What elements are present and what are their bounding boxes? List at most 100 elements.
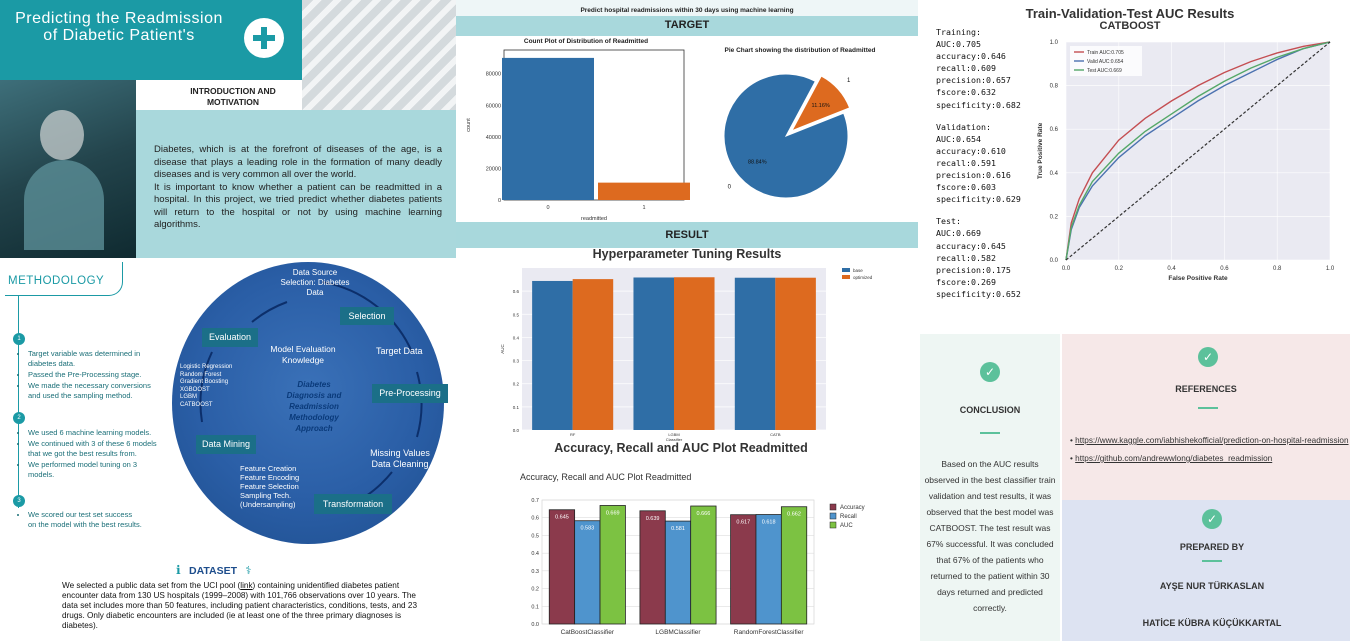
roc-title: Train-Validation-Test AUC Results bbox=[1025, 6, 1235, 21]
cycle-source: Data Source Selection: Diabetes Data bbox=[280, 268, 350, 297]
y-tick-label: 20000 bbox=[486, 166, 501, 172]
y-tick-label: 0.4 bbox=[513, 335, 520, 340]
legend-label: AUC bbox=[840, 523, 853, 529]
bar bbox=[548, 509, 576, 625]
y-tick-label: 0.4 bbox=[531, 551, 539, 557]
y-tick-label: 80000 bbox=[486, 72, 501, 78]
cycle-model-list: Logistic Regression Random Forest Gradient… bbox=[180, 364, 233, 408]
legend-swatch bbox=[842, 268, 850, 272]
x-tick-label: 1 bbox=[642, 205, 645, 211]
bar bbox=[780, 506, 808, 625]
pie-slice bbox=[723, 73, 849, 199]
data-label: 0.662 bbox=[787, 512, 801, 518]
x-axis-label: readmitted bbox=[581, 216, 607, 220]
list-item: Target variable was determined in diabet… bbox=[28, 349, 162, 369]
author-name: HATİCE KÜBRA KÜÇÜKKARTAL bbox=[1142, 618, 1282, 628]
y-tick-label: 0.1 bbox=[513, 405, 520, 410]
y-tick-label: 0.3 bbox=[513, 359, 520, 364]
acc-chart: 0.0 0.1 0.2 0.3 0.4 0.5 0.6 0.7 0.645 0.583 0.669 C… bbox=[531, 498, 864, 636]
legend-label: Valid AUC:0.654 bbox=[1087, 59, 1124, 65]
pie-chart: 88.84% 0 11.16% 1 bbox=[723, 73, 851, 199]
legend-swatch bbox=[829, 512, 837, 520]
title-banner: Predicting the Readmission of Diabetic P… bbox=[0, 0, 302, 80]
reference-link[interactable]: https://github.com/andrewwlong/diabetes_… bbox=[1075, 454, 1273, 463]
x-tick-label: 0 bbox=[546, 205, 549, 211]
roc-line bbox=[1065, 41, 1331, 261]
slice-value-label: 11.16% bbox=[812, 103, 830, 109]
legend-label: Recall bbox=[840, 514, 857, 520]
metrics-test: Test: AUC:0.669 accuracy:0.645 recall:0.582… bbox=[936, 216, 1021, 299]
roc-line bbox=[1065, 41, 1331, 261]
bar bbox=[532, 280, 573, 430]
bar bbox=[755, 514, 782, 625]
roc-line bbox=[1065, 41, 1331, 261]
cycle-evaluation: Evaluation bbox=[202, 328, 258, 347]
bar bbox=[690, 505, 717, 625]
y-axis-label: count bbox=[466, 118, 472, 132]
y-tick-label: 0.8 bbox=[1050, 84, 1059, 90]
cycle-data-mining: Data Mining bbox=[196, 435, 256, 454]
x-tick-label: CATB bbox=[770, 432, 781, 437]
data-label: 0.669 bbox=[606, 510, 620, 516]
conclusion-title: CONCLUSION bbox=[959, 405, 1021, 415]
legend-label: optimized bbox=[853, 275, 873, 280]
dataset-title: DATASET bbox=[189, 565, 238, 577]
y-axis-label: AUC bbox=[500, 344, 505, 354]
data-label: 0.583 bbox=[580, 526, 594, 532]
y-tick-label: 0.4 bbox=[1050, 171, 1059, 177]
stethoscope-icon: ⚕ bbox=[245, 565, 252, 577]
building-image bbox=[302, 0, 456, 110]
plus-icon bbox=[244, 18, 284, 58]
methodology-group-1: Target variable was determined in diabet… bbox=[12, 349, 162, 402]
check-icon: ✓ bbox=[980, 362, 1000, 382]
y-tick-label: 40000 bbox=[486, 135, 501, 141]
reference-link[interactable]: https://www.kaggle.com/iabhishekofficial… bbox=[1075, 436, 1349, 445]
target-section-bar: TARGET bbox=[456, 16, 918, 36]
pie-slice bbox=[790, 75, 851, 132]
prepared-divider bbox=[1202, 560, 1222, 562]
cycle-panel: Data Source Selection: Diabetes Data Sel… bbox=[162, 262, 456, 544]
conclusion-divider bbox=[980, 432, 1000, 434]
conclusion-text: Based on the AUC results observed in the… bbox=[924, 459, 1056, 613]
dataset-header: ℹ DATASET ⚕ bbox=[176, 561, 286, 577]
cycle-missing: Missing Values Data Cleaning bbox=[370, 448, 430, 469]
count-plot-title: Count Plot of Distribution of Readmitted bbox=[523, 38, 649, 45]
cycle-preprocessing: Pre-Processing bbox=[372, 384, 448, 403]
legend-label: Train AUC:0.705 bbox=[1087, 50, 1124, 56]
y-tick-label: 0.7 bbox=[531, 498, 539, 504]
target-section-title: TARGET bbox=[664, 19, 710, 31]
y-tick-label: 1.0 bbox=[1050, 40, 1059, 46]
x-tick-label: RF bbox=[570, 432, 576, 437]
x-tick-label: LGBMClassifier bbox=[655, 629, 701, 636]
bar bbox=[734, 277, 776, 430]
data-label: 0.645 bbox=[555, 515, 569, 521]
x-axis-label: False Positive Rate bbox=[1168, 275, 1228, 282]
data-label: 0.617 bbox=[736, 520, 750, 526]
y-tick-label: 0.2 bbox=[1050, 214, 1059, 220]
bar bbox=[639, 510, 666, 625]
references-divider bbox=[1198, 407, 1218, 409]
check-icon: ✓ bbox=[1202, 509, 1222, 529]
bar bbox=[502, 57, 594, 200]
dataset-link[interactable]: link bbox=[240, 581, 253, 590]
bar bbox=[572, 279, 614, 430]
list-item: We performed model tuning on 3 models. bbox=[28, 460, 162, 480]
y-tick-label: 0.3 bbox=[531, 569, 539, 575]
metrics-validation: Validation: AUC:0.654 accuracy:0.610 recall… bbox=[936, 121, 1021, 205]
slice-label: 0 bbox=[728, 185, 732, 191]
metrics-text: Training: AUC:0.705 accuracy:0.646 recall:0… bbox=[936, 26, 1046, 300]
y-tick-label: 0.0 bbox=[1050, 258, 1059, 264]
cycle-feature-list: Feature Creation Feature Encoding Feature … bbox=[240, 464, 300, 509]
x-tick-label: 0.4 bbox=[1167, 266, 1176, 272]
target-top-bar: Predict hospital readmissions within 30 … bbox=[456, 0, 918, 20]
cycle-selection: Selection bbox=[340, 307, 394, 325]
data-label: 0.639 bbox=[646, 516, 660, 522]
methodology-bracket bbox=[5, 262, 123, 296]
bar bbox=[599, 505, 626, 625]
cycle-circle bbox=[172, 262, 444, 544]
references-title: REFERENCES bbox=[1175, 384, 1237, 394]
list-item: We used 6 machine learning models. bbox=[28, 428, 162, 438]
roc-chart: 0.00.0 0.2 0.2 0.4 0.4 0.6 0.6 0.8 0.8 1.0 1.0 Trai… bbox=[1037, 40, 1335, 282]
result-section-bar: RESULT bbox=[456, 222, 918, 248]
legend-label: Test AUC:0.669 bbox=[1087, 68, 1122, 74]
